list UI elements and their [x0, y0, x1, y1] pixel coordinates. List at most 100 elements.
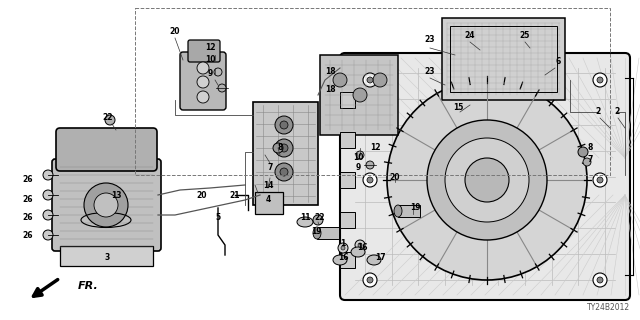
- Bar: [340, 92, 355, 108]
- Circle shape: [597, 177, 603, 183]
- Circle shape: [280, 144, 288, 152]
- Text: 22: 22: [103, 114, 113, 123]
- FancyBboxPatch shape: [56, 128, 157, 171]
- FancyBboxPatch shape: [188, 40, 220, 62]
- Text: 26: 26: [23, 213, 33, 222]
- Bar: [320, 55, 398, 135]
- Text: 13: 13: [111, 191, 121, 201]
- Circle shape: [273, 143, 283, 153]
- Bar: [135, 8, 610, 175]
- Circle shape: [197, 76, 209, 88]
- FancyBboxPatch shape: [340, 53, 630, 300]
- Circle shape: [358, 243, 362, 247]
- Circle shape: [363, 273, 377, 287]
- Text: 24: 24: [465, 30, 476, 39]
- Circle shape: [583, 158, 591, 166]
- Text: 6: 6: [556, 58, 561, 67]
- Text: 7: 7: [588, 156, 593, 164]
- Text: 1: 1: [340, 239, 346, 249]
- Bar: [340, 252, 355, 268]
- Text: 7: 7: [268, 164, 273, 172]
- Bar: [340, 132, 355, 148]
- Circle shape: [94, 193, 118, 217]
- Bar: [60, 246, 153, 266]
- Text: 19: 19: [410, 204, 420, 212]
- Circle shape: [367, 277, 373, 283]
- Circle shape: [280, 121, 288, 129]
- Circle shape: [43, 210, 53, 220]
- Text: 15: 15: [453, 103, 463, 113]
- FancyBboxPatch shape: [180, 52, 226, 110]
- Circle shape: [105, 115, 115, 125]
- Circle shape: [367, 177, 373, 183]
- Text: 9: 9: [355, 164, 360, 172]
- Text: 2: 2: [614, 108, 620, 116]
- Text: 12: 12: [370, 143, 380, 153]
- Circle shape: [353, 88, 367, 102]
- Circle shape: [313, 215, 323, 225]
- Circle shape: [387, 80, 587, 280]
- Text: 25: 25: [520, 30, 530, 39]
- Text: TY24B2012: TY24B2012: [587, 303, 630, 312]
- Text: 19: 19: [311, 228, 321, 236]
- Circle shape: [597, 77, 603, 83]
- Circle shape: [363, 173, 377, 187]
- Circle shape: [445, 138, 529, 222]
- Circle shape: [197, 91, 209, 103]
- Text: 10: 10: [205, 55, 215, 65]
- Circle shape: [43, 190, 53, 200]
- Bar: [340, 172, 355, 188]
- Circle shape: [366, 161, 374, 169]
- Bar: [450, 26, 557, 92]
- Circle shape: [427, 120, 547, 240]
- Bar: [442, 18, 565, 100]
- Text: 23: 23: [425, 68, 435, 76]
- Text: 4: 4: [266, 196, 271, 204]
- Bar: [255, 192, 283, 214]
- Text: 22: 22: [315, 213, 325, 222]
- Text: 18: 18: [324, 68, 335, 76]
- Text: 26: 26: [23, 196, 33, 204]
- FancyBboxPatch shape: [52, 159, 161, 251]
- Text: 18: 18: [324, 85, 335, 94]
- Ellipse shape: [394, 205, 402, 217]
- Text: 20: 20: [170, 28, 180, 36]
- Text: 10: 10: [353, 154, 364, 163]
- Ellipse shape: [351, 247, 365, 257]
- Circle shape: [363, 73, 377, 87]
- Circle shape: [597, 277, 603, 283]
- Text: 12: 12: [205, 43, 215, 52]
- Circle shape: [355, 240, 365, 250]
- Bar: [253, 102, 318, 205]
- Text: 16: 16: [356, 244, 367, 252]
- Circle shape: [593, 273, 607, 287]
- Ellipse shape: [367, 255, 381, 265]
- Bar: [398, 205, 420, 217]
- Ellipse shape: [297, 217, 313, 227]
- Text: 11: 11: [300, 213, 310, 222]
- Text: 23: 23: [425, 36, 435, 44]
- Circle shape: [43, 230, 53, 240]
- Circle shape: [333, 73, 347, 87]
- Circle shape: [43, 170, 53, 180]
- Circle shape: [84, 183, 128, 227]
- Circle shape: [338, 243, 348, 253]
- Text: 9: 9: [207, 68, 212, 77]
- Text: FR.: FR.: [78, 281, 99, 291]
- Text: 2: 2: [595, 108, 600, 116]
- Circle shape: [578, 147, 588, 157]
- Circle shape: [593, 73, 607, 87]
- Circle shape: [275, 116, 293, 134]
- Text: 20: 20: [196, 191, 207, 201]
- Circle shape: [341, 246, 345, 250]
- Circle shape: [356, 151, 364, 159]
- Ellipse shape: [333, 255, 347, 265]
- Circle shape: [197, 62, 209, 74]
- Circle shape: [593, 173, 607, 187]
- Text: 26: 26: [23, 230, 33, 239]
- Circle shape: [275, 139, 293, 157]
- Circle shape: [280, 168, 288, 176]
- Text: 26: 26: [23, 175, 33, 185]
- Text: 14: 14: [263, 180, 273, 189]
- Bar: [317, 227, 339, 239]
